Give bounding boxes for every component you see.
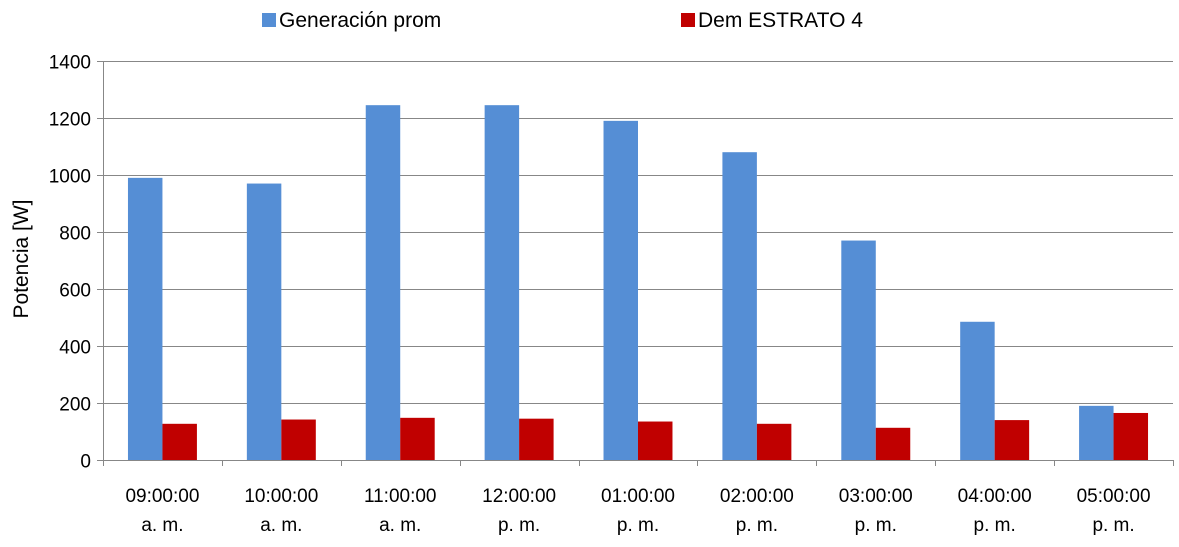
- bar-generacion: [484, 105, 520, 461]
- bar-generacion: [722, 152, 757, 460]
- legend-label: Generación prom: [279, 9, 441, 32]
- legend-swatch: [681, 13, 695, 27]
- x-tick-label: p. m.: [1092, 515, 1134, 536]
- y-tick-label: 200: [59, 395, 91, 416]
- bar-demanda: [994, 420, 1030, 460]
- x-tick-label: p. m.: [974, 515, 1016, 536]
- legend-label: Dem ESTRATO 4: [698, 9, 863, 32]
- legend-swatch: [262, 13, 276, 27]
- x-tick-label: 02:00:00: [720, 486, 794, 507]
- bar-generacion: [1079, 405, 1114, 460]
- bar-generacion: [603, 120, 638, 460]
- bar-demanda: [875, 427, 911, 460]
- bar-demanda: [400, 417, 435, 460]
- x-tick-label: p. m.: [617, 515, 659, 536]
- x-tick-label: 04:00:00: [958, 486, 1032, 507]
- y-tick-label: 400: [59, 338, 91, 359]
- x-tick-label: 12:00:00: [482, 486, 556, 507]
- x-tick-label: p. m.: [736, 515, 778, 536]
- y-tick-label: 1400: [49, 53, 91, 74]
- x-tick-label: 05:00:00: [1077, 486, 1151, 507]
- x-tick-label: 10:00:00: [244, 486, 318, 507]
- y-tick-label: 800: [59, 224, 91, 245]
- axes: 0 200 400 600 800 1000 1200 1400 09:00:00 a. m. 10…: [49, 53, 1174, 536]
- y-tick-label: 1000: [49, 167, 91, 188]
- x-tick-label: 11:00:00: [364, 486, 437, 507]
- bar-generacion: [960, 321, 995, 460]
- y-tick-label: 1200: [49, 110, 91, 131]
- x-tick-label: a. m.: [260, 515, 302, 536]
- y-axis-label: Potencia [W]: [10, 199, 33, 318]
- x-tick-label: a. m.: [379, 515, 421, 536]
- y-tick-label: 0: [80, 452, 91, 473]
- bar-generacion: [365, 105, 401, 461]
- bars: [127, 105, 1149, 461]
- bar-demanda: [638, 421, 673, 460]
- x-tick-label: p. m.: [498, 515, 540, 536]
- x-tick-label: 09:00:00: [125, 486, 199, 507]
- bar-demanda: [1113, 412, 1149, 460]
- x-tick-label: p. m.: [855, 515, 897, 536]
- bar-demanda: [281, 419, 316, 460]
- x-tick-label: 01:00:00: [601, 486, 675, 507]
- bar-generacion: [246, 183, 282, 461]
- bar-demanda: [756, 423, 792, 460]
- y-tick-label: 600: [59, 281, 91, 302]
- bar-demanda: [162, 423, 197, 460]
- bar-generacion: [127, 177, 163, 460]
- x-tick-label: 03:00:00: [839, 486, 913, 507]
- bar-generacion: [841, 240, 876, 460]
- x-tick-label: a. m.: [141, 515, 183, 536]
- bar-demanda: [519, 418, 554, 460]
- legend: Generación prom Dem ESTRATO 4: [262, 9, 863, 32]
